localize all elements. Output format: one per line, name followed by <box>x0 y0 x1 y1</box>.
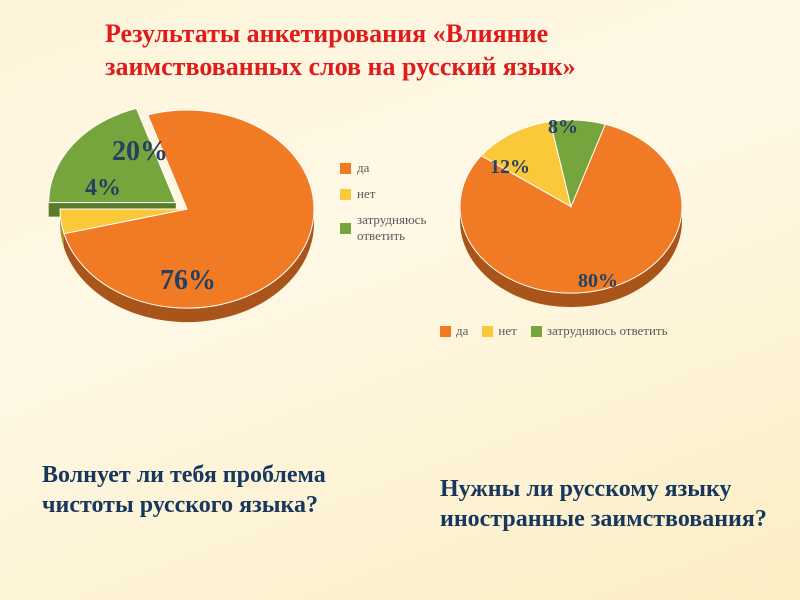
legend-item: да <box>440 323 468 339</box>
legend-label: да <box>456 323 468 339</box>
legend-item: затрудняюсь ответить <box>340 212 426 244</box>
legend-swatch <box>440 326 451 337</box>
pie-chart-1: 76%4%20% <box>40 100 334 332</box>
legend-swatch <box>482 326 493 337</box>
legend-label: да <box>357 160 369 176</box>
legend-swatch <box>340 189 351 200</box>
page-title: Результаты анкетирования «Влияние заимст… <box>0 0 800 83</box>
legend-item: нет <box>482 323 516 339</box>
legend-item: нет <box>340 186 426 202</box>
legend-swatch <box>340 223 351 234</box>
legend-swatch <box>531 326 542 337</box>
pie-chart-2: 80%12%8% <box>440 110 702 317</box>
charts-area: 76%4%20% данетзатрудняюсь ответить 80%12… <box>0 90 800 470</box>
chart-1: 76%4%20% данетзатрудняюсь ответить <box>40 100 334 332</box>
legend-item: да <box>340 160 426 176</box>
legend-label: нет <box>357 186 375 202</box>
legend-item: затрудняюсь ответить <box>531 323 668 339</box>
legend-swatch <box>340 163 351 174</box>
legend-1: да нет затрудняюсь ответить <box>340 160 426 254</box>
legend-2: да нет затрудняюсь ответить <box>440 323 702 339</box>
legend-label: затрудняюсь ответить <box>547 323 668 339</box>
legend-label: затрудняюсь ответить <box>357 212 426 244</box>
question-1: Волнует ли тебя проблема чистоты русског… <box>42 460 412 520</box>
chart-2: 80%12%8% да нет затрудняюсь ответить <box>440 110 702 339</box>
legend-label: нет <box>498 323 516 339</box>
question-2: Нужны ли русскому языку иностранные заим… <box>440 474 780 534</box>
